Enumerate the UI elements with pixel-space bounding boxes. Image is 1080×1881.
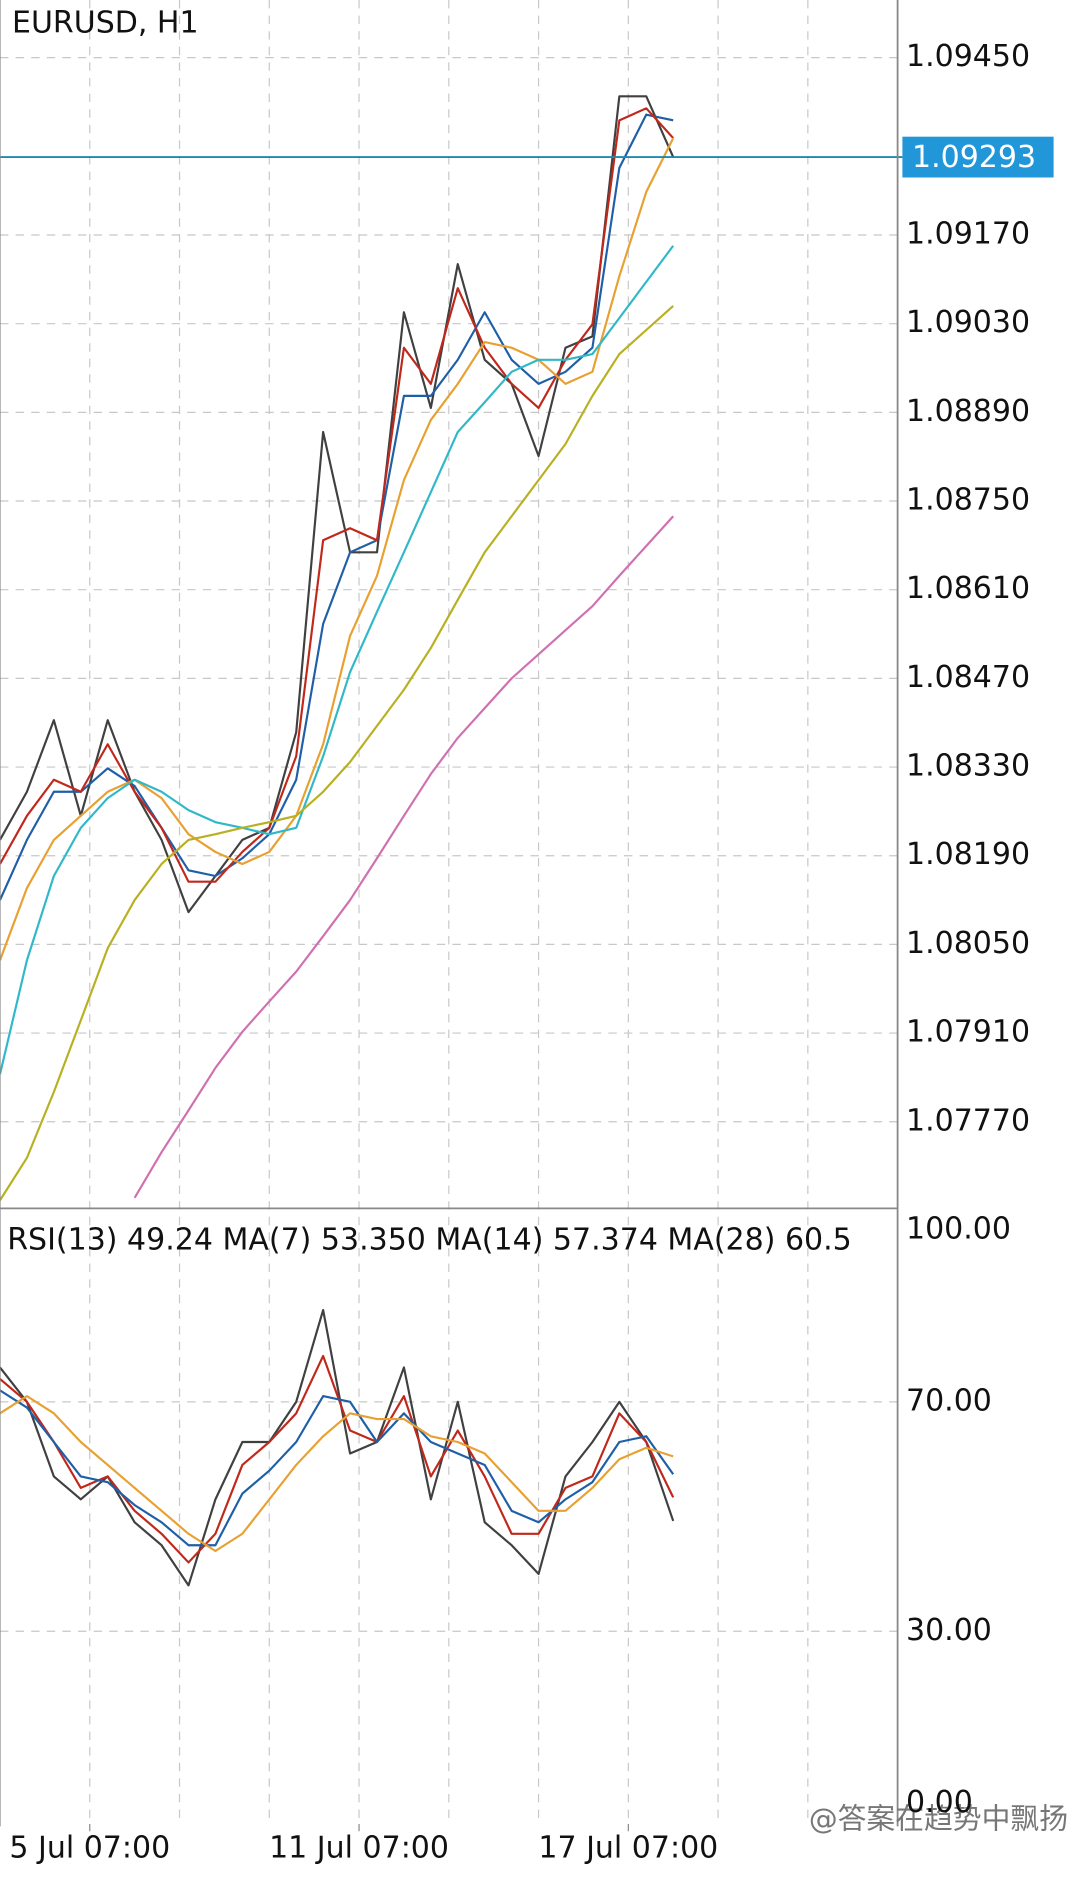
y-tick-label: 1.08470 — [906, 660, 1030, 695]
y-tick-label: 1.08050 — [906, 926, 1030, 961]
y-tick-label: 70.00 — [906, 1383, 992, 1418]
series-line — [0, 1389, 675, 1547]
current-price-label: 1.09293 — [912, 140, 1036, 175]
series-line — [0, 305, 674, 1201]
series-line — [0, 245, 675, 1075]
y-tick-label: 1.09170 — [906, 216, 1030, 251]
y-tick-label: 1.08190 — [906, 837, 1030, 872]
y-tick-label: 0.00 — [906, 1785, 973, 1820]
y-tick-label: 30.00 — [906, 1613, 992, 1648]
series-line — [0, 113, 674, 901]
y-tick-label: 1.08890 — [906, 394, 1030, 429]
current-price-tag — [902, 136, 1054, 178]
indicator-legend: RSI(13) 49.24 MA(7) 53.350 MA(14) 57.374… — [7, 1222, 852, 1257]
series-line — [133, 515, 675, 1199]
label-layer: EURUSD, H1 RSI(13) 49.24 MA(7) 53.350 MA… — [7, 5, 1068, 1865]
x-tick-label: 11 Jul 07:00 — [269, 1831, 449, 1866]
y-tick-label: 1.09030 — [906, 305, 1030, 340]
series-line — [0, 1395, 674, 1553]
y-tick-label: 1.07770 — [906, 1103, 1030, 1138]
series-line — [0, 1308, 675, 1587]
chart-title: EURUSD, H1 — [12, 5, 199, 40]
y-tick-label: 1.07910 — [906, 1015, 1030, 1050]
x-tick-label: 5 Jul 07:00 — [9, 1831, 170, 1866]
series-line — [0, 137, 675, 961]
y-tick-label: 1.08750 — [906, 483, 1030, 518]
grid-layer — [0, 0, 898, 1832]
y-tick-label: 1.08330 — [906, 749, 1030, 784]
x-tick-label: 17 Jul 07:00 — [538, 1831, 718, 1866]
series-layer — [0, 95, 903, 1587]
series-line — [0, 1354, 675, 1564]
y-tick-label: 1.08610 — [906, 571, 1030, 606]
y-tick-label: 100.00 — [906, 1211, 1011, 1246]
watermark: @答案在趋势中飘扬 — [809, 1801, 1068, 1835]
series-line — [0, 107, 675, 883]
y-tick-label: 1.09450 — [906, 39, 1030, 74]
